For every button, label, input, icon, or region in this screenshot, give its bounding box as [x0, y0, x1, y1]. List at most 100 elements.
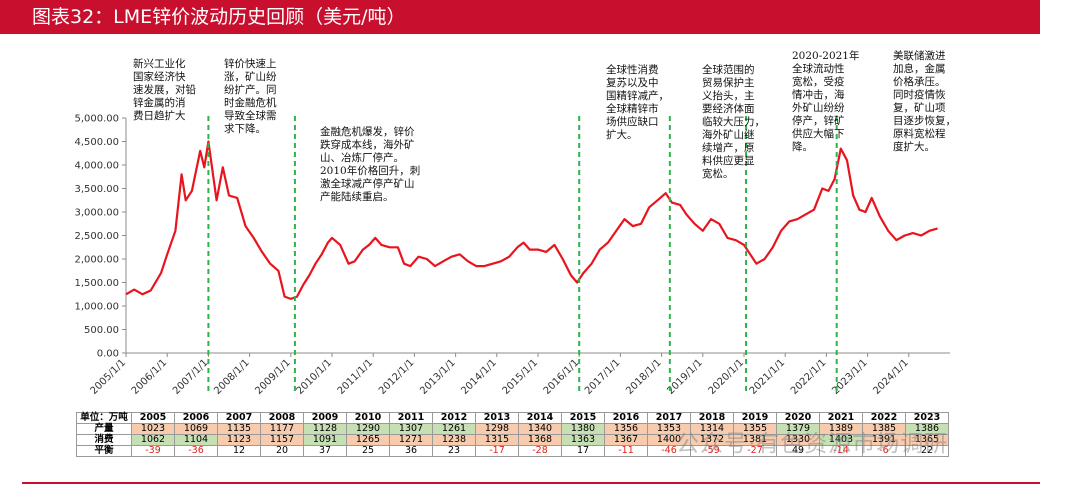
- table-cell: 1104: [174, 434, 218, 446]
- table-row-production: 产量 1023 1069 1135 1177 1128 1290 1307 12…: [76, 423, 949, 435]
- supply-demand-table: 单位：万吨 2005 2006 2007 2008 2009 2010 2011…: [76, 412, 949, 457]
- table-cell: 37: [303, 445, 347, 457]
- table-cell: 25: [346, 445, 390, 457]
- chart-title-bar: 图表32：LME锌价波动历史回顾（美元/吨）: [0, 0, 1040, 34]
- table-header-cell: 2017: [647, 412, 691, 424]
- table-header-cell: 2006: [174, 412, 218, 424]
- table-header-cell: 2022: [862, 412, 906, 424]
- table-cell: 1271: [389, 434, 433, 446]
- annotation-4: 全球性消费 复苏以及中 国精锌减产， 全球精锌市 场供应缺口 扩大。: [606, 64, 669, 141]
- x-tick-label: 2014/1/1: [459, 357, 499, 397]
- chart-title: 图表32：LME锌价波动历史回顾（美元/吨）: [32, 6, 406, 28]
- table-header-row: 单位：万吨 2005 2006 2007 2008 2009 2010 2011…: [76, 412, 949, 424]
- zinc-price-line: [125, 140, 938, 300]
- table-cell: -28: [518, 445, 562, 457]
- x-tick-label: 2008/1/1: [212, 357, 252, 397]
- table-header-cell: 2018: [690, 412, 734, 424]
- zinc-price-chart: 0.00 500.00 1,000.00 1,500.00 2,000.00 2,500.…: [74, 114, 950, 397]
- x-tick-label: 2017/1/1: [583, 357, 623, 397]
- table-cell: 1177: [260, 423, 304, 435]
- table-header-cell: 2014: [518, 412, 562, 424]
- y-tick-label: 0.00: [97, 349, 119, 360]
- table-cell: 1307: [389, 423, 433, 435]
- table-header-cell: 2007: [217, 412, 261, 424]
- table-cell: 1356: [604, 423, 648, 435]
- table-header-cell: 2020: [776, 412, 820, 424]
- x-tick-label: 2005/1/1: [89, 357, 129, 397]
- y-tick-label: 2,000.00: [74, 255, 119, 266]
- table-cell: 1368: [518, 434, 562, 446]
- annotation-5: 全球范围的 贸易保护主 义抬头，主 要经济体面 临较大压力， 海外矿山继 续增产…: [702, 64, 765, 180]
- table-cell: 20: [260, 445, 304, 457]
- table-header-cell: 2005: [131, 412, 175, 424]
- annotation-2: 锌价快速上 涨，矿山纷 纷扩产。同 时金融危机 导致全球需 求下降。: [224, 58, 277, 135]
- table-cell: 36: [389, 445, 433, 457]
- table-cell: 23: [432, 445, 476, 457]
- table-cell: 17: [561, 445, 605, 457]
- table-cell: 1363: [561, 434, 605, 446]
- table-cell: 1380: [561, 423, 605, 435]
- table-header-cell: 2009: [303, 412, 347, 424]
- table-cell: 1298: [475, 423, 519, 435]
- table-cell: 22: [905, 445, 949, 457]
- table-cell: 1365: [905, 434, 949, 446]
- table-header-cell: 2015: [561, 412, 605, 424]
- row-label: 产量: [76, 423, 132, 435]
- row-label: 消费: [76, 434, 132, 446]
- x-tick-label: 2022/1/1: [789, 357, 829, 397]
- table-cell: -39: [131, 445, 175, 457]
- table-cell: -6: [862, 445, 906, 457]
- x-tick-label: 2009/1/1: [253, 357, 293, 397]
- table-header-cell: 2016: [604, 412, 648, 424]
- bottom-rule: [22, 482, 1040, 484]
- table-cell: -11: [604, 445, 648, 457]
- x-tick-label: 2020/1/1: [707, 357, 747, 397]
- annotation-6: 2020-2021年 全球流动性 宽松，受疫 情冲击，海 外矿山纷纷 停产，锌矿…: [792, 50, 860, 153]
- watermark-text: 公众号·有色资源市场调研: [676, 431, 949, 457]
- table-header-cell: 2013: [475, 412, 519, 424]
- y-tick-label: 4,000.00: [74, 161, 119, 172]
- table-cell: 1023: [131, 423, 175, 435]
- table-header-cell: 2019: [733, 412, 777, 424]
- table-cell: 1062: [131, 434, 175, 446]
- table-cell: 1123: [217, 434, 261, 446]
- y-tick-label: 1,500.00: [74, 278, 119, 289]
- table-cell: 1340: [518, 423, 562, 435]
- table-cell: 1391: [862, 434, 906, 446]
- y-tick-label: 4,500.00: [74, 137, 119, 148]
- table-cell: 1261: [432, 423, 476, 435]
- table-cell: 1091: [303, 434, 347, 446]
- x-tick-label: 2011/1/1: [336, 357, 376, 397]
- table-cell: 1367: [604, 434, 648, 446]
- annotation-1: 新兴工业化 国家经济快 速发展，对铅 锌金属的消 费日趋扩大: [133, 58, 196, 122]
- table-header-cell: 2011: [389, 412, 433, 424]
- table-header-cell: 单位：万吨: [76, 412, 132, 424]
- table-row-balance: 平衡 -39 -36 12 20 37 25 36 23 -17 -28 17 …: [76, 445, 949, 457]
- table-cell: 1238: [432, 434, 476, 446]
- table-cell: -36: [174, 445, 218, 457]
- y-tick-label: 3,000.00: [74, 208, 119, 219]
- y-tick-label: 1,000.00: [74, 302, 119, 313]
- x-tick-label: 2018/1/1: [624, 357, 664, 397]
- table-cell: 1135: [217, 423, 261, 435]
- row-label: 平衡: [76, 445, 132, 457]
- table-cell: 1157: [260, 434, 304, 446]
- y-tick-label: 3,500.00: [74, 184, 119, 195]
- table-cell: 1265: [346, 434, 390, 446]
- x-tick-label: 2024/1/1: [871, 357, 911, 397]
- annotation-7: 美联储激进 加息，金属 价格承压。 同时疫情恢 复，矿山项 目逐步恢复， 原料宽…: [893, 50, 956, 153]
- x-tick-label: 2019/1/1: [665, 357, 705, 397]
- y-tick-label: 2,500.00: [74, 231, 119, 242]
- table-cell: 12: [217, 445, 261, 457]
- x-tick-label: 2021/1/1: [748, 357, 788, 397]
- x-tick-label: 2010/1/1: [295, 357, 335, 397]
- annotation-3: 金融危机爆发，锌价 跌穿成本线，海外矿 山、冶炼厂停产。 2010年价格回升，刺…: [320, 126, 421, 203]
- table-header-cell: 2012: [432, 412, 476, 424]
- x-tick-label: 2016/1/1: [542, 357, 582, 397]
- table-cell: 1069: [174, 423, 218, 435]
- table-cell: 1315: [475, 434, 519, 446]
- table-cell: -17: [475, 445, 519, 457]
- y-tick-label: 500.00: [84, 325, 119, 336]
- table-cell: -46: [647, 445, 691, 457]
- x-tick-label: 2013/1/1: [418, 357, 458, 397]
